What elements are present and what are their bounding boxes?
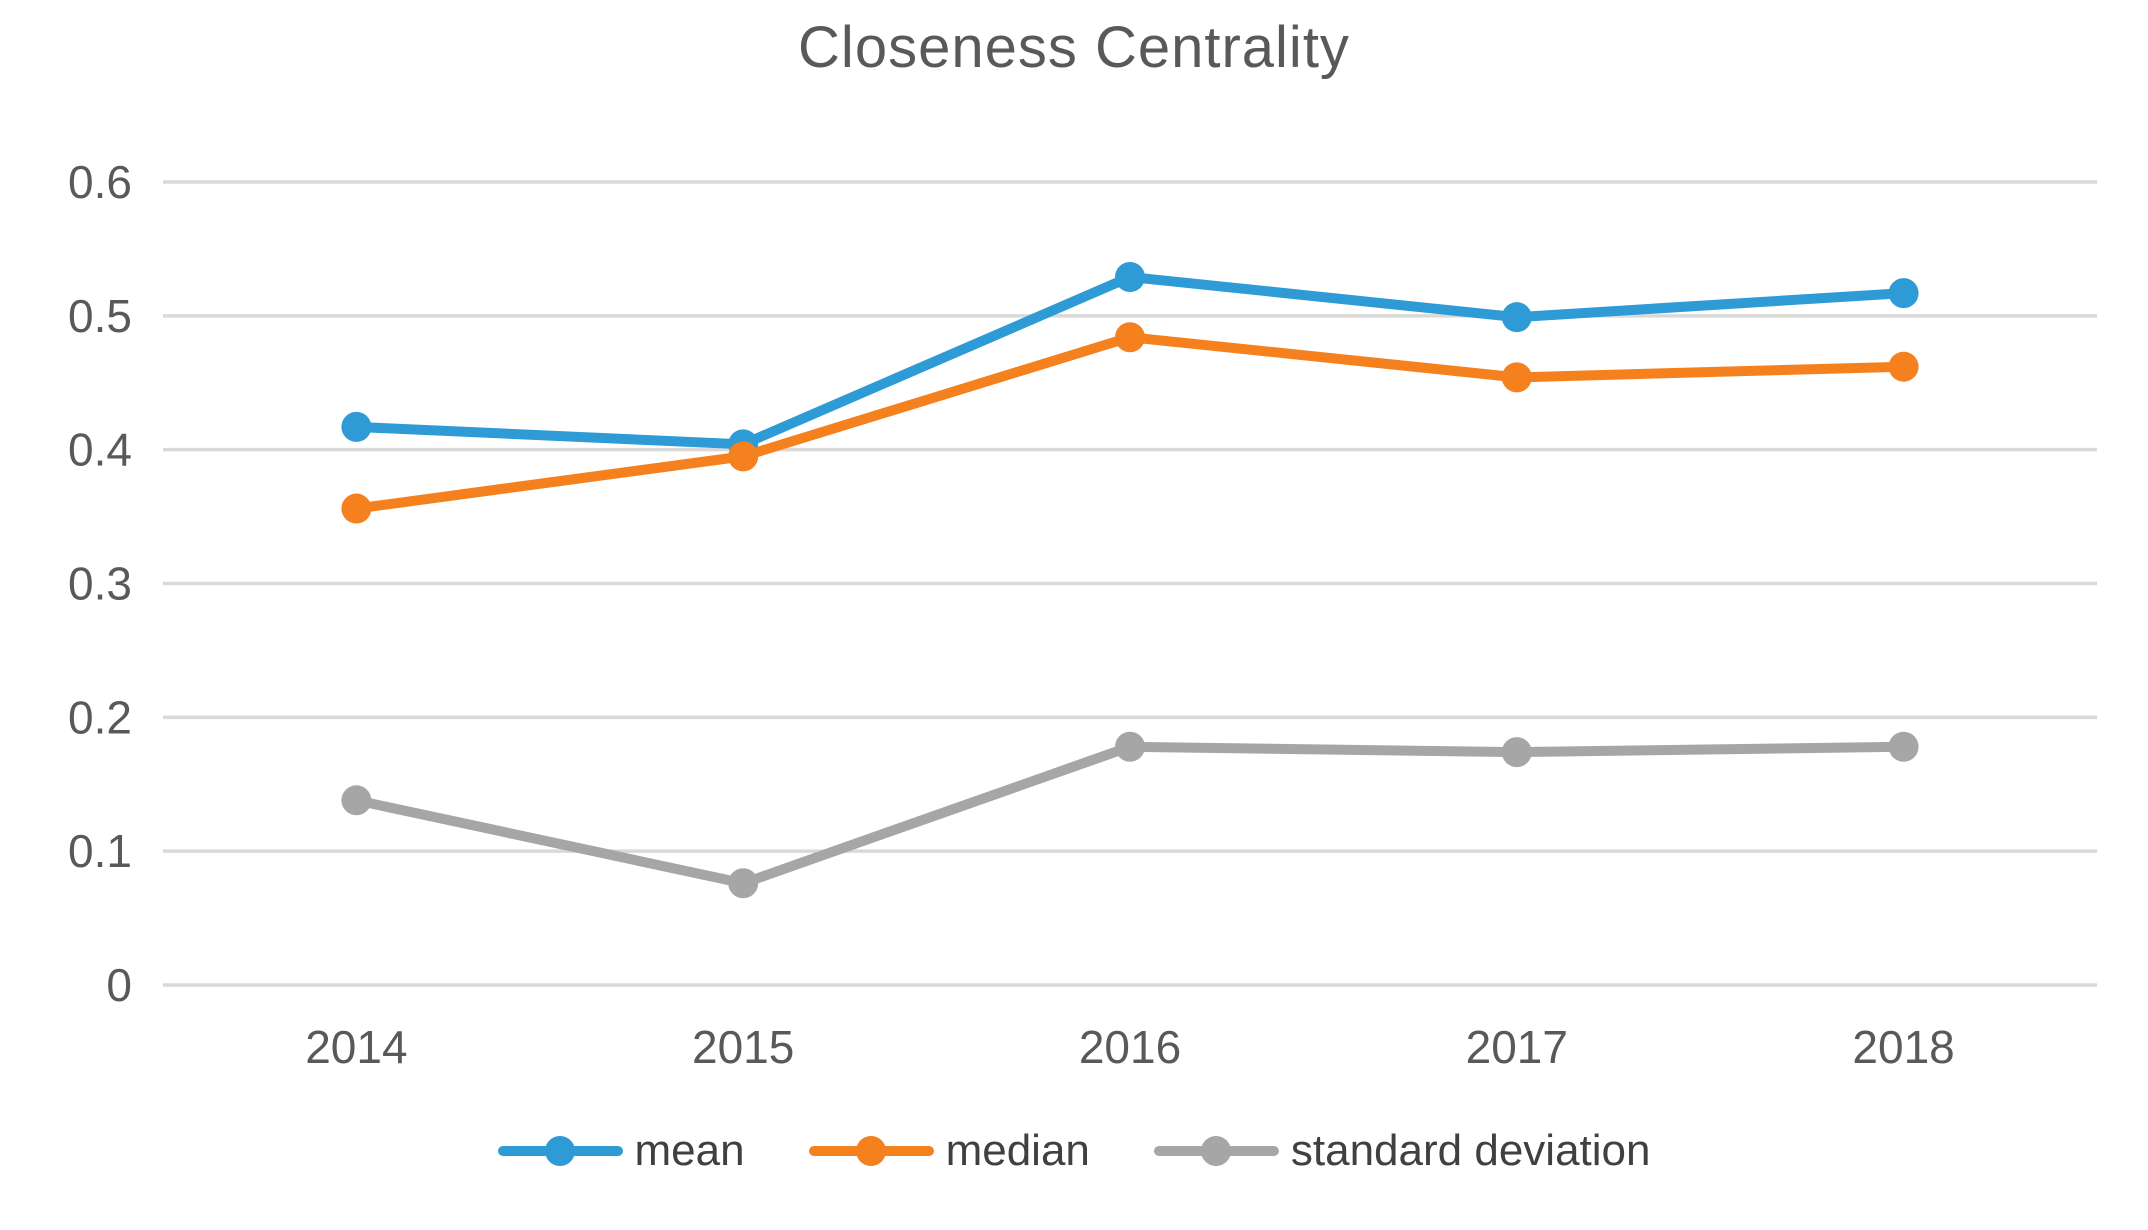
data-point-median-2018 xyxy=(1888,351,1919,382)
legend: mean median standard deviation xyxy=(0,1126,2148,1176)
legend-label: mean xyxy=(634,1126,745,1175)
y-tick-label: 0.6 xyxy=(68,156,132,208)
chart-title: Closeness Centrality xyxy=(798,15,1350,80)
data-point-standard-deviation-2016 xyxy=(1115,731,1145,762)
series-marker-icon xyxy=(1153,1136,1279,1166)
y-tick-label: 0.2 xyxy=(68,691,132,743)
data-point-mean-2016 xyxy=(1115,262,1145,293)
series-line-standard-deviation xyxy=(351,741,1909,889)
y-tick-label: 0.4 xyxy=(68,424,132,476)
legend-label: standard deviation xyxy=(1290,1126,1651,1175)
series-line-median xyxy=(351,332,1909,514)
data-point-standard-deviation-2015 xyxy=(728,868,759,899)
data-point-median-2016 xyxy=(1115,322,1145,353)
data-point-standard-deviation-2018 xyxy=(1888,731,1919,762)
y-tick-label: 0.1 xyxy=(68,825,132,877)
series-dot-icon xyxy=(1201,1136,1232,1166)
x-tick-label: 2018 xyxy=(1852,1021,1954,1073)
data-point-median-2015 xyxy=(728,441,759,472)
data-point-mean-2018 xyxy=(1888,278,1919,309)
legend-item-standard-deviation: standard deviation xyxy=(1153,1126,1651,1176)
data-point-standard-deviation-2014 xyxy=(341,785,372,816)
series-dot-icon xyxy=(545,1136,575,1166)
series-line-mean xyxy=(351,272,1909,450)
series-dot-icon xyxy=(856,1136,887,1166)
data-point-standard-deviation-2017 xyxy=(1501,737,1532,768)
x-tick-label: 2016 xyxy=(1079,1021,1181,1073)
y-tick-label: 0.3 xyxy=(68,558,132,610)
x-tick-label: 2017 xyxy=(1466,1021,1568,1073)
legend-item-mean: mean xyxy=(497,1126,745,1176)
data-point-median-2014 xyxy=(341,493,372,524)
legend-label: median xyxy=(945,1126,1090,1175)
series-marker-icon xyxy=(808,1136,934,1166)
x-tick-label: 2014 xyxy=(305,1021,407,1073)
y-tick-label: 0.5 xyxy=(68,290,132,342)
data-point-mean-2017 xyxy=(1501,302,1532,333)
data-point-mean-2014 xyxy=(341,411,372,442)
y-tick-label: 0 xyxy=(106,959,132,1011)
data-point-median-2017 xyxy=(1501,362,1532,393)
series-marker-icon xyxy=(497,1136,623,1166)
legend-item-median: median xyxy=(808,1126,1090,1176)
x-tick-label: 2015 xyxy=(692,1021,794,1073)
